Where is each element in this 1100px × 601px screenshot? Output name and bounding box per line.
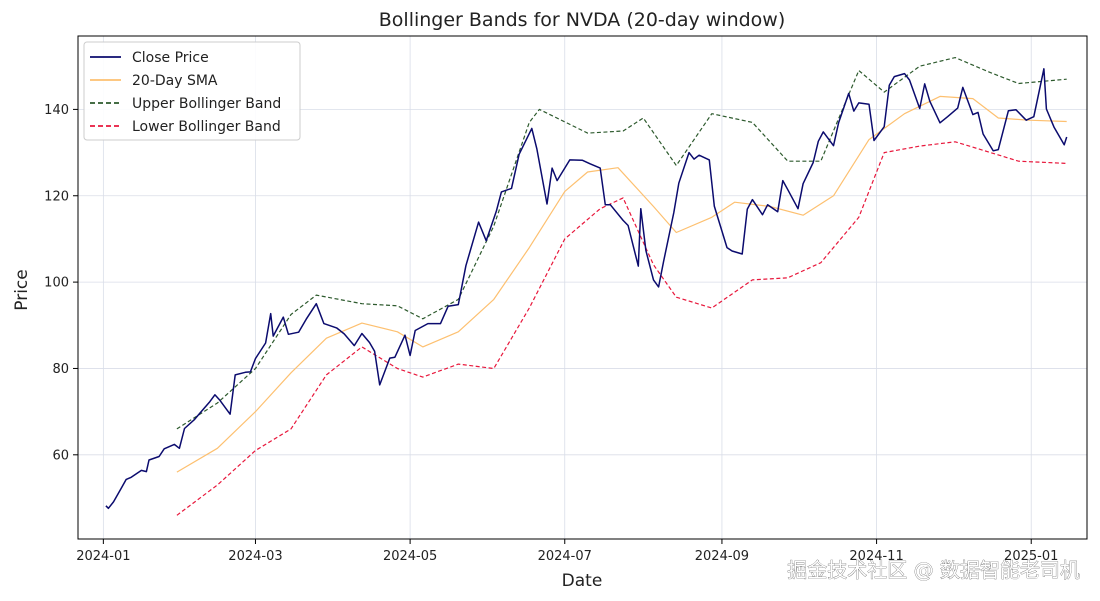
legend-box <box>83 41 301 141</box>
y-tick-label: 140 <box>44 103 69 118</box>
legend-label: Lower Bollinger Band <box>132 119 281 135</box>
close-price-line <box>105 68 1068 510</box>
20-day-sma-line <box>176 95 1067 473</box>
x-tick-label: 2024-05 <box>383 549 437 564</box>
x-tick-label: 2024-01 <box>76 549 130 564</box>
y-tick-label: 60 <box>52 448 69 463</box>
legend-label: Close Price <box>132 50 209 66</box>
lower-bollinger-band-line <box>176 141 1067 516</box>
watermark: 掘金技术社区 @ 数据智能老司机 <box>787 558 1080 582</box>
y-axis-label: Price <box>12 269 32 310</box>
x-tick-label: 2024-03 <box>228 549 282 564</box>
legend-label: Upper Bollinger Band <box>132 96 281 112</box>
x-axis-label: Date <box>562 571 603 591</box>
legend: Close Price 20-Day SMA Upper Bollinger Ban… <box>83 41 301 141</box>
y-axis-ticks: 60 80 100 120 140 <box>44 103 78 463</box>
x-axis-ticks: 2024-01 2024-03 2024-05 2024-07 2024-09 2024-… <box>76 539 1058 564</box>
series-lines <box>105 56 1068 516</box>
y-tick-label: 120 <box>44 189 69 204</box>
x-tick-label: 2024-07 <box>538 549 592 564</box>
plot-frame <box>77 35 1088 540</box>
x-tick-label: 2024-11 <box>849 549 903 564</box>
y-tick-label: 80 <box>52 362 69 377</box>
y-tick-label: 100 <box>44 276 69 291</box>
upper-bollinger-band-line <box>176 56 1067 430</box>
chart-title: Bollinger Bands for NVDA (20-day window) <box>379 9 786 31</box>
x-tick-label: 2024-09 <box>695 549 749 564</box>
x-tick-label: 2025-01 <box>1004 549 1058 564</box>
legend-label: 20-Day SMA <box>132 73 218 89</box>
